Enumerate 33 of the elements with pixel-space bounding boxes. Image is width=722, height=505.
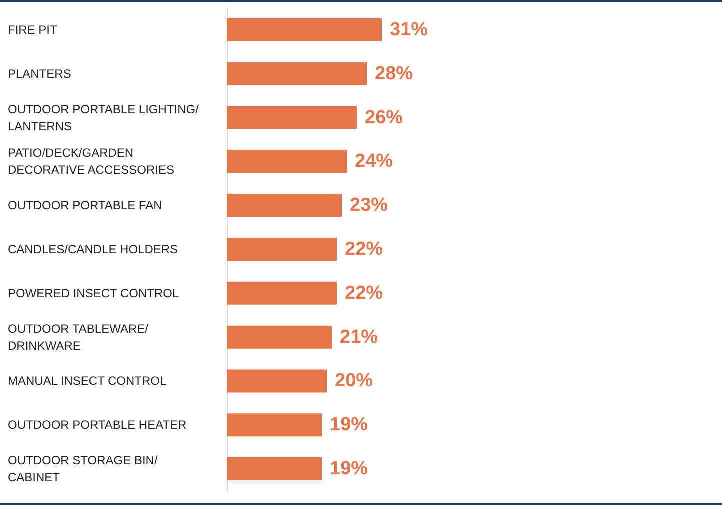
bar — [227, 238, 337, 261]
data-label: 22% — [345, 282, 384, 304]
y-tick-label: OUTDOOR PORTABLE HEATER — [8, 418, 188, 432]
bar — [227, 150, 347, 174]
data-label: 31% — [390, 19, 428, 40]
data-label: 24% — [355, 151, 394, 172]
y-tick-label: POWERED INSECT CONTROL — [8, 286, 180, 300]
data-label: 23% — [350, 195, 388, 216]
bar — [227, 62, 367, 86]
y-tick-label: OUTDOOR PORTABLE LIGHTING/LANTERNS — [8, 102, 200, 134]
data-label: 28% — [375, 63, 414, 84]
data-label: 20% — [335, 370, 374, 392]
data-label: 22% — [345, 239, 384, 260]
y-tick-label: PATIO/DECK/GARDEN DECORATIVE ACCESSORIES — [8, 146, 174, 178]
y-tick-label: PLANTERS — [8, 66, 72, 81]
bar — [227, 458, 322, 481]
y-tick-label: CANDLES/CANDLE HOLDERS — [8, 242, 178, 256]
bar — [227, 282, 337, 305]
data-label: 19% — [330, 458, 368, 480]
data-label: 21% — [340, 326, 378, 348]
y-tick-label: MANUAL INSECT CONTROL — [8, 374, 168, 388]
bar — [227, 106, 357, 130]
y-tick-label: OUTDOOR PORTABLE FAN — [8, 198, 162, 213]
data-label: 19% — [330, 414, 368, 436]
bar — [227, 194, 342, 218]
bar — [227, 326, 332, 349]
bar — [227, 414, 322, 437]
y-tick-label: OUTDOOR TABLEWARE/DRINKWARE — [8, 322, 150, 353]
data-label: 26% — [365, 107, 404, 128]
y-tick-label: OUTDOOR STORAGE BIN/CABINET — [8, 454, 158, 485]
bar — [227, 18, 382, 42]
bar — [227, 370, 327, 393]
y-tick-label: FIRE PIT — [8, 22, 58, 37]
